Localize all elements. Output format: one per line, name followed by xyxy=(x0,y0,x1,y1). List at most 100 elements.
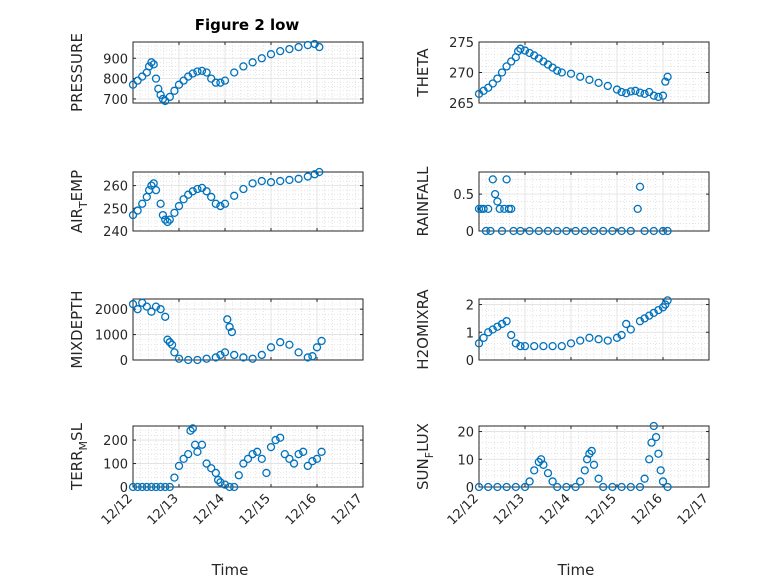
data-point xyxy=(144,62,154,71)
data-point xyxy=(211,199,220,208)
data-point xyxy=(640,89,649,98)
data-point xyxy=(188,187,197,196)
data-point xyxy=(594,78,603,88)
data-point xyxy=(493,482,502,492)
y-tick-label: 240 xyxy=(103,225,128,240)
y-axis-label-main: PRESSURE xyxy=(68,33,86,112)
data-point xyxy=(562,482,571,492)
data-point xyxy=(474,482,484,492)
data-point xyxy=(317,447,326,456)
data-point xyxy=(658,91,668,100)
data-point xyxy=(484,204,493,214)
data-point xyxy=(502,62,511,71)
data-point xyxy=(530,341,539,351)
data-point xyxy=(158,210,168,220)
data-point xyxy=(276,338,285,347)
data-point xyxy=(516,226,525,236)
data-point xyxy=(539,460,548,469)
data-point xyxy=(294,42,303,52)
data-point xyxy=(626,325,635,334)
data-point xyxy=(151,186,161,195)
data-point xyxy=(147,307,156,316)
subplot-rainfall: 0 0.5 RAINFALL xyxy=(414,166,710,240)
data-point xyxy=(133,206,142,215)
data-point xyxy=(626,482,635,492)
y-axis-label: TERRMSL xyxy=(68,422,90,491)
data-point xyxy=(315,42,324,52)
data-point xyxy=(553,226,562,236)
data-point xyxy=(248,179,257,188)
data-point xyxy=(543,468,553,478)
data-point xyxy=(649,91,658,100)
data-point xyxy=(566,339,576,348)
data-point xyxy=(608,226,617,236)
data-point xyxy=(520,482,530,492)
data-point xyxy=(617,87,626,97)
data-point xyxy=(184,450,193,459)
y-tick-label: 0 xyxy=(120,481,128,496)
data-point xyxy=(539,341,548,351)
data-point xyxy=(520,341,530,351)
data-point xyxy=(599,482,608,492)
data-point xyxy=(147,482,156,492)
data-point xyxy=(557,341,566,351)
data-point xyxy=(603,81,612,91)
data-point xyxy=(474,339,484,348)
data-point xyxy=(661,300,670,309)
y-tick-label: 265 xyxy=(449,97,474,112)
data-point xyxy=(649,226,658,236)
data-point xyxy=(266,178,276,187)
data-point xyxy=(165,215,174,224)
data-point xyxy=(239,62,248,71)
axes-box xyxy=(132,171,364,232)
data-point xyxy=(239,459,248,468)
y-axis-label: THETA xyxy=(414,48,432,98)
data-point xyxy=(133,482,142,492)
data-point xyxy=(310,170,319,179)
data-point xyxy=(645,455,654,464)
data-point xyxy=(594,474,603,483)
data-point xyxy=(530,466,539,475)
axes-box xyxy=(132,41,364,104)
data-point xyxy=(179,454,188,463)
data-point xyxy=(481,226,491,236)
data-point xyxy=(156,90,165,100)
data-point xyxy=(202,354,211,363)
data-point xyxy=(493,74,502,83)
y-axis-label: AIRTEMP xyxy=(68,170,90,233)
data-point xyxy=(626,87,635,96)
data-point xyxy=(571,226,580,236)
figure-title: Figure 2 low xyxy=(195,16,300,34)
data-point xyxy=(635,182,645,191)
data-point xyxy=(493,197,502,206)
y-axis-label-subscript: F xyxy=(423,452,436,458)
data-point xyxy=(161,215,170,224)
data-point xyxy=(133,76,142,85)
data-point xyxy=(585,333,594,342)
data-point xyxy=(495,204,504,214)
data-point xyxy=(202,187,211,196)
data-point xyxy=(156,482,165,492)
data-point xyxy=(663,296,672,305)
subplot-mixdepth: 0 1000 2000 MIXDEPTH xyxy=(68,290,364,369)
data-point xyxy=(220,480,230,489)
data-point xyxy=(193,447,202,456)
y-tick-label: 200 xyxy=(103,434,128,449)
data-point xyxy=(202,68,211,77)
data-point xyxy=(262,468,271,478)
data-point xyxy=(617,482,626,492)
subplot-h2omixra: 0 1 2 H2OMIXRA xyxy=(414,289,710,370)
y-axis-label-main: TERR xyxy=(68,450,86,491)
y-axis-label-main: H2OMIXRA xyxy=(414,289,432,370)
data-point xyxy=(571,482,580,492)
subplot-grid: 700 800 900 PRESSURE 265 270 275 THETA 240 250 260… xyxy=(68,33,712,579)
data-point xyxy=(658,477,668,486)
data-point xyxy=(516,44,525,53)
data-point xyxy=(486,226,495,236)
data-point xyxy=(502,482,511,492)
axes-box xyxy=(478,171,710,232)
x-axis-label: Time xyxy=(557,561,595,579)
y-axis-label-subscript: M xyxy=(77,441,90,451)
y-axis-label-tail: EMP xyxy=(68,170,86,201)
data-point xyxy=(594,335,603,344)
